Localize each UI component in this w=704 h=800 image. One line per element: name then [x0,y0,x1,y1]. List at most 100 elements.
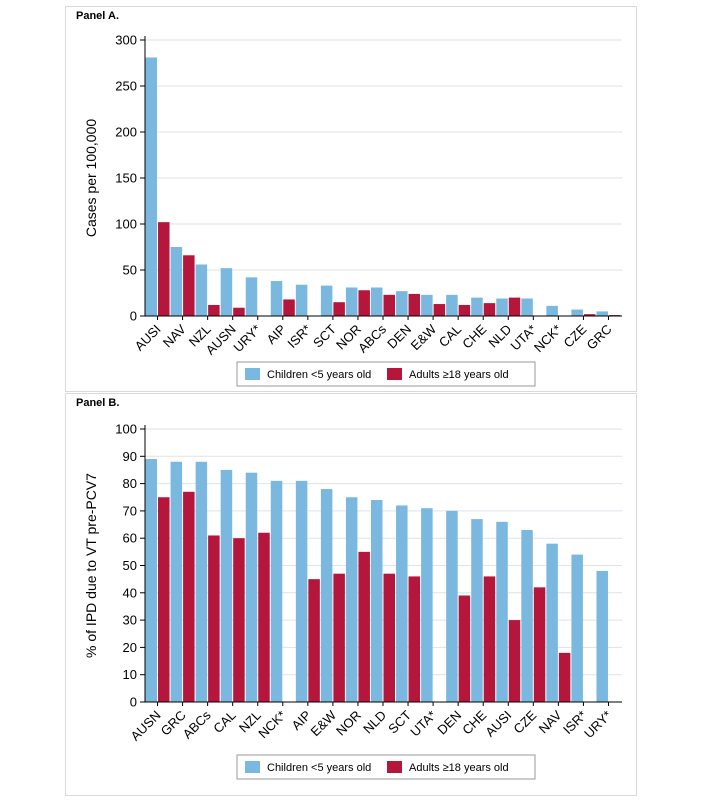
panel-a-bar-children-nor [345,287,358,316]
panel-b-bar-children-isr [571,554,583,702]
panel-b-y-tick-label: 0 [130,695,137,710]
panel-b-y-tick-label: 90 [123,449,137,464]
panel-a-x-label-e-w: E&W [408,321,440,353]
panel-a-bar-adults-cal [458,304,471,316]
panel-b-x-label-nor: NOR [333,708,364,739]
panel-a-bar-children-nld [496,298,508,316]
panel-a-x-label-grc: GRC [584,322,615,353]
panel-b-legend [236,754,536,780]
panel-b-bar-children-ausi [496,521,508,702]
panel-b-bar-children-nck [270,480,283,702]
panel-a-x-label-abcs: ABCs [355,321,389,355]
panel-b-bar-children-cal [220,469,233,702]
panel-a-bar-children-e-w [421,294,433,316]
panel-b-label: Panel B. [76,397,120,409]
panel-b-x-label-ausn: AUSN [127,708,163,744]
panel-a-y-tick-label: 250 [115,79,137,94]
panel-b-bar-children-sct [396,505,408,702]
panel-b-bar-children-uta [421,508,433,702]
panel-a-legend-swatch-children [245,368,260,380]
panel-a-bar-adults-cze [583,314,596,316]
panel-a: Panel A. 0 50 100 150 200 250 300 AUSI NAV NZL AUS… [65,6,637,392]
panel-a-bar-children-che [471,297,483,316]
panel-a-bar-children-isr [295,284,308,316]
panel-b-x-label-nav: NAV [536,707,565,736]
panel-b-legend-label-adults: Adults ≥18 years old [409,762,509,774]
panel-b-bar-children-aip [295,480,308,702]
panel-b-x-label-nld: NLD [360,708,389,737]
panel-a-bar-adults-abcs [383,294,395,316]
panel-b-bar-adults-abcs [208,535,220,702]
panel-b-y-tick-label: 80 [123,476,137,491]
panel-b-bar-adults-den [458,595,471,702]
panel-a-bar-children-den [396,291,408,316]
panel-b: Panel B. 0 10 20 30 40 50 60 70 80 90 100 AUSN GRC AB… [65,393,637,796]
panel-a-x-label-nck: NCK* [531,322,565,356]
panel-b-y-tick-label: 30 [123,613,137,628]
panel-b-bar-adults-nor [358,551,370,702]
panel-b-bar-adults-cal [233,538,245,702]
panel-a-bar-children-uta [521,298,533,316]
panel-b-bar-children-nav [546,543,558,702]
panel-a-bar-children-nav [170,247,183,316]
panel-b-bar-children-ury [596,570,608,702]
panel-a-legend-label-adults: Adults ≥18 years old [409,369,509,381]
panel-a-y-tick-label: 300 [115,33,137,48]
panel-b-bar-adults-sct [408,576,421,702]
panel-b-bar-children-nld [371,499,383,702]
panel-a-x-label-ausi: AUSI [132,322,164,354]
panel-b-y-tick-label: 100 [115,422,137,437]
panel-b-x-label-e-w: E&W [307,707,339,739]
panel-a-x-label-cal: CAL [436,322,464,350]
panel-b-x-label-den: DEN [434,708,464,738]
panel-a-legend-label-children: Children <5 years old [267,369,371,381]
panel-a-y-tick-label: 100 [115,217,137,232]
panel-b-y-tick-label: 50 [123,558,137,573]
panel-a-bar-adults-sct [333,302,345,316]
panel-a-x-label-den: DEN [384,322,414,352]
panel-b-x-label-cze: CZE [510,707,539,736]
panel-a-bar-children-aip [270,281,283,316]
panel-b-chart: 0102030405060708090100AUSNGRCABCsCALNZLN… [83,422,622,780]
panel-a-bar-children-ausi [145,57,158,316]
panel-b-x-label-ausi: AUSI [482,708,514,740]
panel-a-x-label-aip: AIP [263,322,288,347]
panel-b-bar-adults-nav [558,652,571,702]
panel-b-y-tick-label: 20 [123,640,137,655]
panel-a-bar-children-abcs [371,287,383,316]
panel-b-bar-adults-cze [533,587,546,702]
panel-b-y-tick-label: 70 [123,503,137,518]
panel-b-bar-children-che [471,519,483,702]
panel-b-bar-adults-nld [383,573,395,702]
panel-a-bar-adults-nld [508,297,521,316]
panel-b-bar-adults-e-w [333,573,345,702]
panel-a-x-label-nav: NAV [160,321,189,350]
panel-b-x-label-ury: URY* [581,708,614,741]
panel-b-x-label-uta: UTA* [407,708,439,740]
panel-a-bar-adults-nav [183,255,195,316]
panel-b-bar-adults-ausi [508,620,521,702]
panel-a-bar-adults-nor [358,290,370,316]
panel-a-y-tick-label: 0 [130,309,137,324]
panel-b-bar-children-grc [170,461,183,702]
panel-b-y-tick-label: 60 [123,531,137,546]
panel-b-x-label-nck: NCK* [255,708,289,742]
panel-a-legend [236,361,536,387]
panel-b-y-axis-title: % of IPD due to VT pre-PCV7 [83,473,99,658]
panel-b-legend-label-children: Children <5 years old [267,762,371,774]
panel-b-bar-adults-grc [183,491,195,702]
panel-a-bar-children-sct [320,285,333,316]
panel-b-bar-adults-aip [308,579,320,702]
panel-a-y-tick-label: 50 [123,263,137,278]
panel-a-bar-adults-ausn [233,307,245,316]
panel-a-y-tick-label: 200 [115,125,137,140]
panel-b-bar-adults-ausn [158,497,170,702]
panel-b-legend-swatch-adults [387,761,402,773]
panel-b-bar-children-nzl [245,472,258,702]
panel-b-x-label-abcs: ABCs [180,707,214,741]
panel-a-bar-adults-nzl [208,304,220,316]
panel-b-bar-children-cze [521,530,533,702]
panel-a-legend-swatch-adults [387,368,402,380]
panel-a-x-label-isr: ISR* [284,322,314,352]
